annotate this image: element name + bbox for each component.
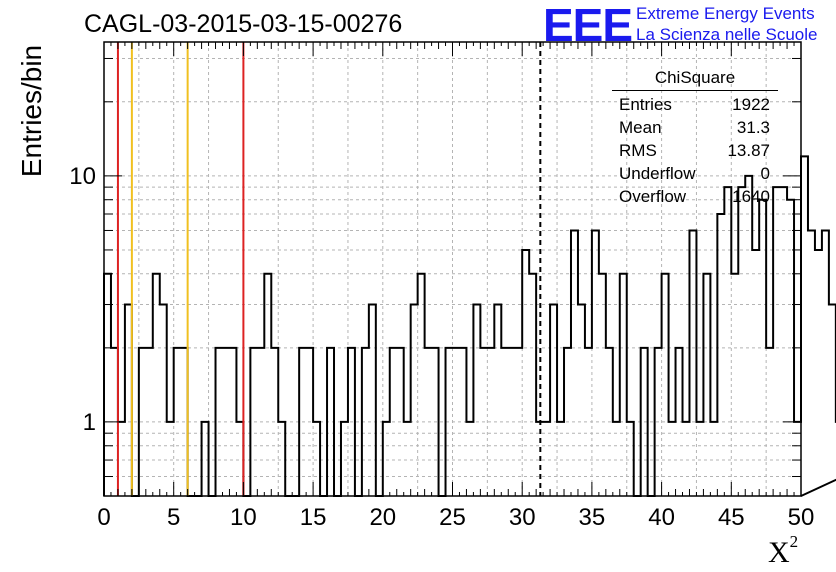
- x-axis-label: X2: [768, 532, 798, 570]
- stats-label: Mean: [619, 118, 662, 137]
- stats-row: Entries 1922: [612, 93, 778, 116]
- y-tick-label: 10: [69, 163, 96, 190]
- logo-line-2: La Scienza nelle Scuole: [636, 25, 818, 44]
- stats-label: Overflow: [619, 187, 687, 206]
- stats-label: RMS: [619, 141, 657, 160]
- x-tick-label: 40: [648, 504, 675, 531]
- stats-title: ChiSquare: [612, 68, 778, 91]
- x-tick-label: 30: [509, 504, 536, 531]
- stats-row: Mean 31.3: [612, 116, 778, 139]
- stats-label: Entries: [619, 95, 672, 114]
- x-tick-label: 45: [718, 504, 745, 531]
- stats-value: 1922: [732, 95, 770, 114]
- x-tick-label: 50: [788, 504, 815, 531]
- x-tick-label: 20: [369, 504, 396, 531]
- eee-logo: EEE: [543, 0, 633, 51]
- stats-box: ChiSquare Entries 1922 Mean 31.3 RMS 13.87 Und…: [612, 68, 778, 208]
- x-axis-label-base: X: [768, 536, 790, 569]
- chart-title: CAGL-03-2015-03-15-00276: [84, 10, 403, 38]
- stats-row: Overflow 1640: [612, 185, 778, 208]
- stats-label: Underflow: [619, 164, 696, 183]
- x-tick-label: 25: [439, 504, 466, 531]
- logo-line-1: Extreme Energy Events: [636, 4, 815, 23]
- stats-rows: Entries 1922 Mean 31.3 RMS 13.87 Underflow 0 Ove…: [612, 93, 778, 208]
- y-tick-label: 1: [83, 409, 96, 436]
- histogram-series: [103, 155, 836, 497]
- stats-value: 31.3: [736, 118, 770, 137]
- x-tick-label: 35: [579, 504, 606, 531]
- x-tick-label: 5: [167, 504, 180, 531]
- x-axis-label-superscript: 2: [789, 532, 799, 551]
- stats-value: 1640: [732, 187, 770, 206]
- x-tick-label: 10: [230, 504, 257, 531]
- logo-caption: Extreme Energy Events La Scienza nelle S…: [636, 3, 817, 45]
- stats-row: Underflow 0: [612, 162, 778, 185]
- stats-value: 13.87: [727, 141, 770, 160]
- x-tick-label: 15: [300, 504, 327, 531]
- stats-row: RMS 13.87: [612, 139, 778, 162]
- stats-value: 0: [760, 164, 770, 183]
- x-tick-label: 0: [97, 504, 110, 531]
